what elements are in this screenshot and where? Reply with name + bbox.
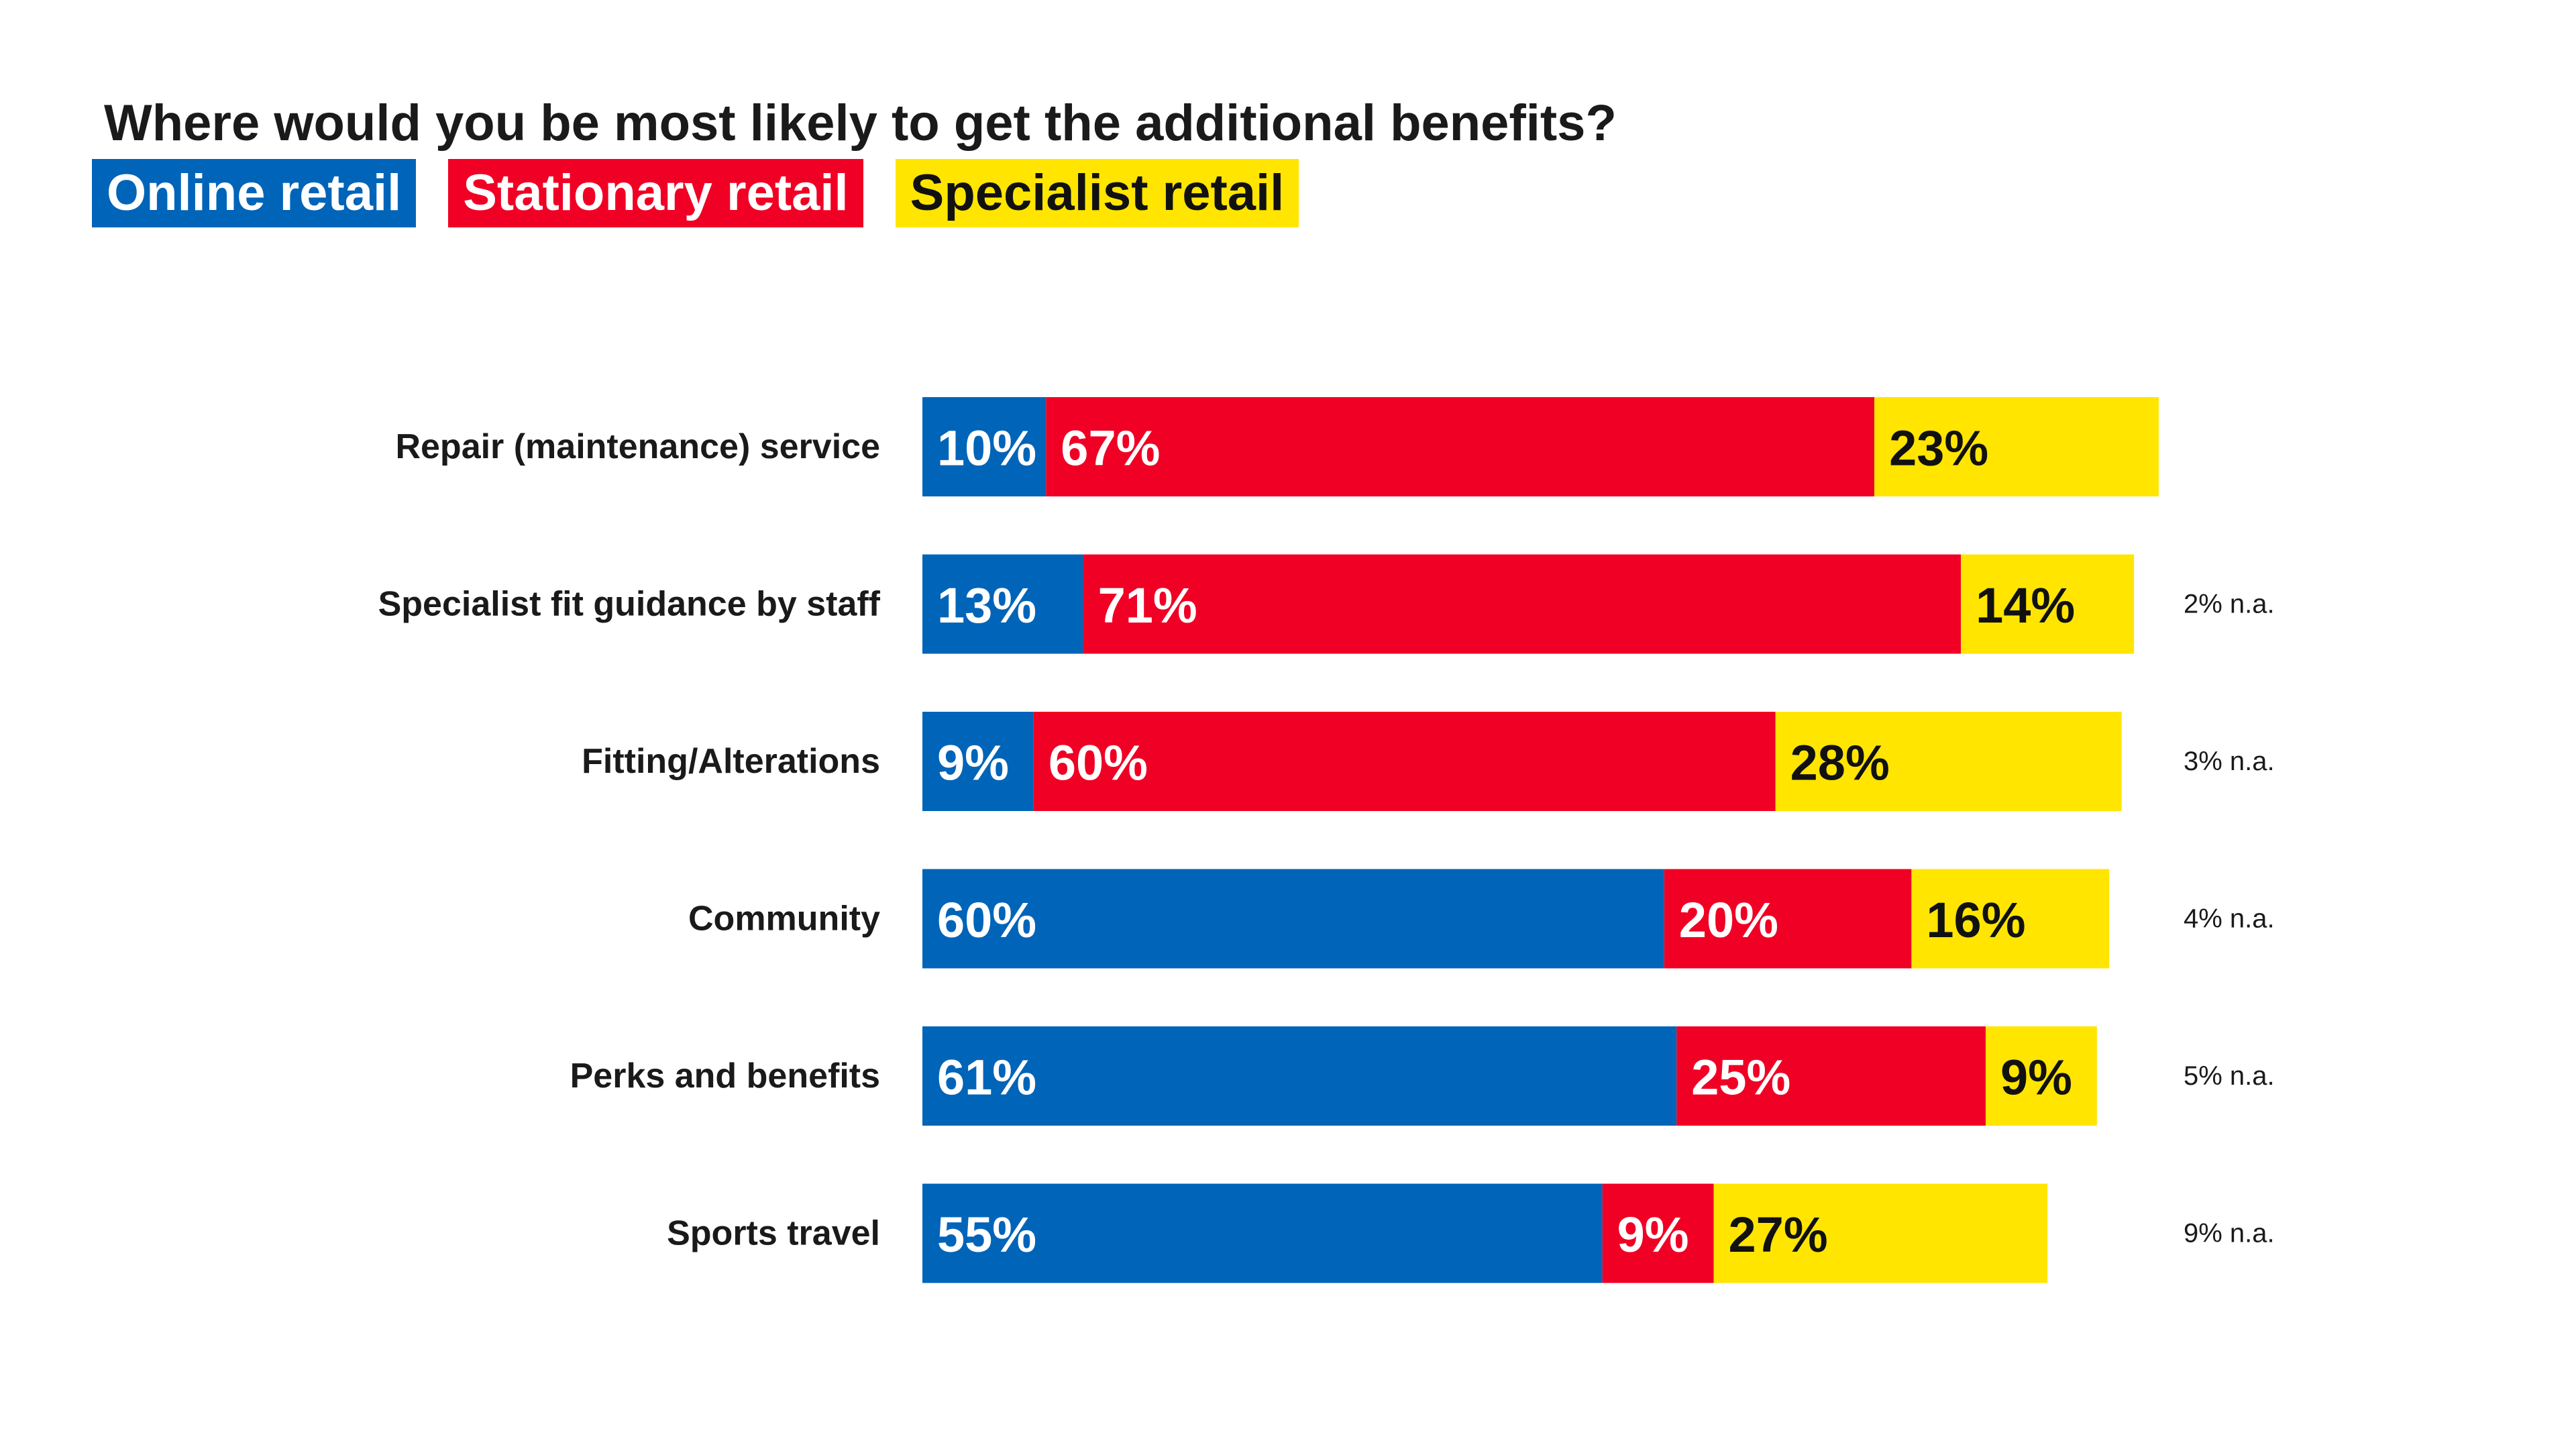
category-label: Sports travel — [667, 1214, 880, 1253]
bar-segment — [1713, 1183, 2048, 1283]
data-label: 10% — [937, 421, 1036, 476]
bar-segment — [1911, 869, 2110, 969]
legend-item-stationary-retail: Stationary retail — [448, 159, 863, 227]
data-label: 61% — [937, 1050, 1036, 1106]
legend-item-specialist-retail: Specialist retail — [895, 159, 1299, 227]
category-label: Perks and benefits — [570, 1057, 880, 1095]
data-label: 27% — [1729, 1207, 1828, 1263]
data-label: 71% — [1098, 578, 1197, 633]
data-label: 28% — [1790, 735, 1890, 791]
category-label: Community — [688, 900, 880, 938]
na-note: 4% n.a. — [2184, 904, 2275, 934]
chart-title: Where would you be most likely to get th… — [104, 95, 1617, 152]
na-note: 3% n.a. — [2184, 747, 2275, 776]
bar-segment — [1664, 869, 1912, 969]
data-label: 60% — [1049, 735, 1148, 791]
data-label: 55% — [937, 1207, 1036, 1263]
bar-segment — [922, 712, 1034, 811]
bar-segment — [1046, 397, 1875, 496]
na-note: 9% n.a. — [2184, 1219, 2275, 1248]
data-label: 9% — [1617, 1207, 1689, 1263]
category-label: Repair (maintenance) service — [395, 427, 880, 466]
bar-segment — [1083, 554, 1962, 654]
na-note: 2% n.a. — [2184, 590, 2275, 619]
bar-segment — [1961, 554, 2135, 654]
bar-segment — [1602, 1183, 1714, 1283]
bar-segment — [922, 1026, 1677, 1126]
legend-item-online-retail: Online retail — [92, 159, 417, 227]
bar-segment — [1874, 397, 2159, 496]
category-label: Fitting/Alterations — [582, 742, 880, 781]
data-label: 25% — [1691, 1050, 1790, 1106]
bar-segment — [922, 397, 1046, 496]
data-label: 60% — [937, 892, 1036, 948]
bar-segment — [1033, 712, 1776, 811]
bar-segment — [1676, 1026, 1986, 1126]
bar-segment — [1985, 1026, 2097, 1126]
data-label: 16% — [1926, 892, 2025, 948]
data-label: 9% — [2000, 1050, 2072, 1106]
data-label: 67% — [1061, 421, 1160, 476]
data-label: 9% — [937, 735, 1009, 791]
data-label: 14% — [1976, 578, 2075, 633]
data-label: 13% — [937, 578, 1036, 633]
bar-segment — [922, 1183, 1603, 1283]
bar-segment — [1775, 712, 2122, 811]
legend: Online retail Stationary retail Speciali… — [92, 159, 1299, 227]
data-label: 23% — [1889, 421, 1988, 476]
na-note: 5% n.a. — [2184, 1061, 2275, 1091]
bar-segment — [922, 554, 1083, 654]
category-label: Specialist fit guidance by staff — [378, 585, 881, 624]
bar-segment — [922, 869, 1664, 969]
data-label: 20% — [1679, 892, 1778, 948]
